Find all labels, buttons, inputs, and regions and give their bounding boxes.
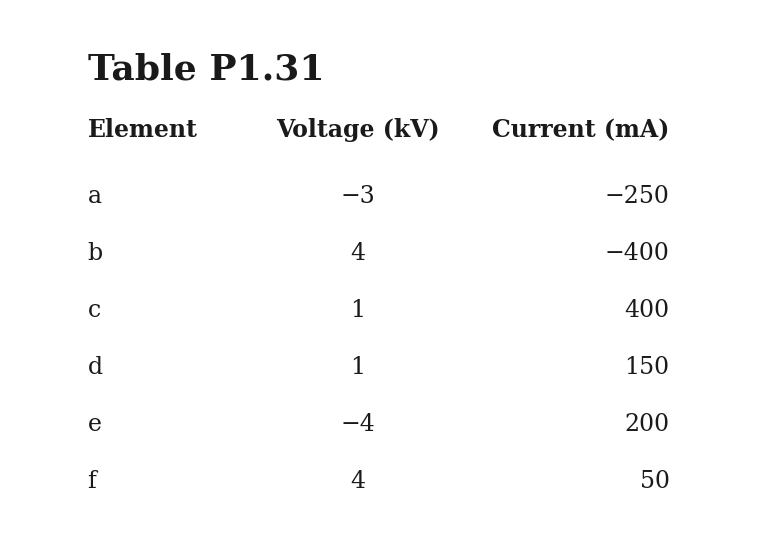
Text: e: e (88, 413, 101, 436)
Text: 50: 50 (640, 470, 670, 493)
Text: d: d (88, 356, 103, 379)
Text: −4: −4 (340, 413, 375, 436)
Text: 1: 1 (350, 299, 365, 322)
Text: −400: −400 (605, 242, 670, 265)
Text: Element: Element (88, 118, 197, 142)
Text: 1: 1 (350, 356, 365, 379)
Text: c: c (88, 299, 100, 322)
Text: Table P1.31: Table P1.31 (88, 52, 324, 86)
Text: 200: 200 (625, 413, 670, 436)
Text: a: a (88, 185, 101, 208)
Text: −250: −250 (605, 185, 670, 208)
Text: 4: 4 (350, 470, 365, 493)
Text: 4: 4 (350, 242, 365, 265)
Text: Voltage (kV): Voltage (kV) (275, 118, 440, 142)
Text: −3: −3 (340, 185, 375, 208)
Text: Current (mA): Current (mA) (492, 118, 670, 142)
Text: 400: 400 (625, 299, 670, 322)
Text: 150: 150 (625, 356, 670, 379)
Text: b: b (88, 242, 103, 265)
Text: f: f (88, 470, 96, 493)
